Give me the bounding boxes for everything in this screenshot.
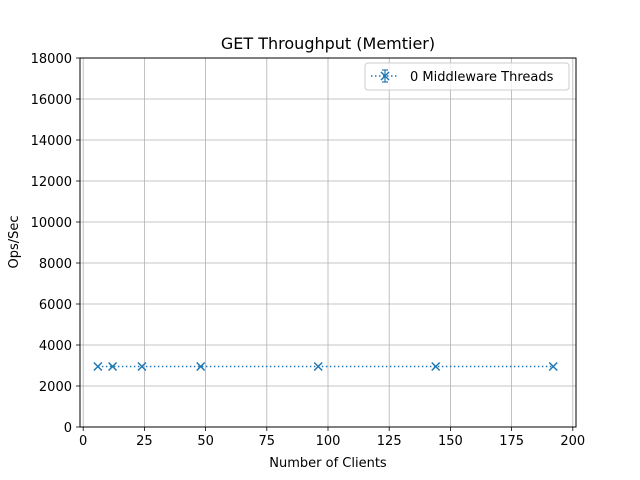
x-tick-label: 175 (499, 434, 524, 449)
data-point-marker (196, 361, 206, 372)
x-tick-label: 75 (259, 434, 276, 449)
series-layer (93, 361, 558, 372)
x-tick-label: 25 (136, 434, 153, 449)
legend: 0 Middleware Threads (364, 62, 570, 91)
y-tick-label: 8000 (39, 257, 72, 272)
data-point-marker (313, 361, 323, 372)
y-tick-label: 2000 (39, 380, 72, 395)
x-tick-label: 150 (438, 434, 463, 449)
y-tick-label: 12000 (31, 175, 72, 190)
y-axis-label: Ops/Sec (7, 215, 22, 268)
x-tick-label: 100 (316, 434, 341, 449)
y-tick-label: 14000 (31, 134, 72, 149)
y-tick-label: 18000 (31, 52, 72, 67)
x-axis-ticks: 0 25 50 75 100 125 150 175 200 (79, 427, 585, 449)
legend-entry-label: 0 Middleware Threads (410, 70, 554, 85)
x-tick-label: 50 (197, 434, 214, 449)
legend-marker-x-icon (380, 71, 390, 81)
chart-title: GET Throughput (Memtier) (221, 34, 435, 53)
x-tick-label: 200 (560, 434, 585, 449)
legend-box (364, 62, 570, 91)
y-axis-ticks: 0 2000 4000 6000 8000 10000 12000 14000 16000 180… (31, 52, 80, 436)
y-tick-label: 10000 (31, 216, 72, 231)
y-tick-label: 0 (64, 421, 72, 436)
data-point-marker (431, 361, 441, 372)
data-point-marker (93, 361, 103, 372)
data-point-marker (108, 361, 118, 372)
x-tick-label: 125 (377, 434, 402, 449)
data-point-marker (137, 361, 147, 372)
y-tick-label: 6000 (39, 298, 72, 313)
data-point-marker (548, 361, 558, 372)
x-tick-label: 0 (79, 434, 87, 449)
x-axis-label: Number of Clients (269, 456, 387, 471)
y-tick-label: 4000 (39, 339, 72, 354)
y-tick-label: 16000 (31, 93, 72, 108)
